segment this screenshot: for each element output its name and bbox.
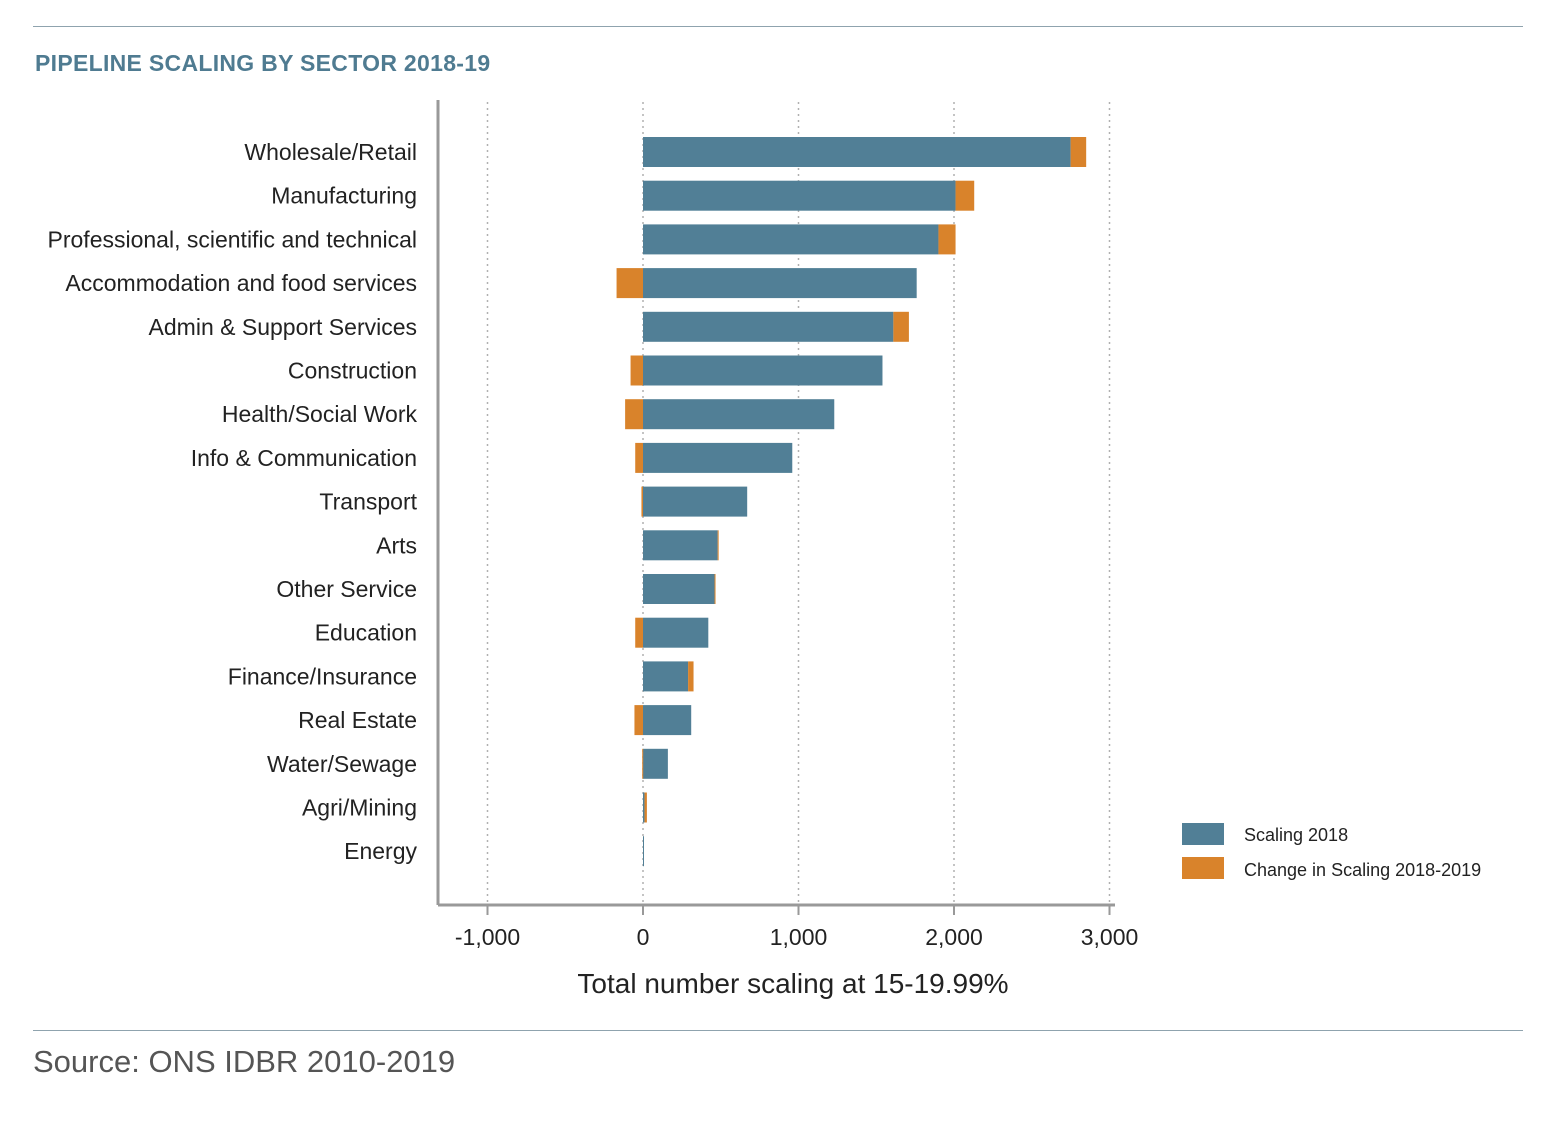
- bars: [616, 137, 1087, 867]
- bar-change: [938, 224, 956, 255]
- bar-change: [644, 792, 647, 823]
- category-label: Finance/Insurance: [228, 663, 417, 689]
- bottom-rule: [33, 1030, 1523, 1031]
- grid-lines: [486, 102, 1111, 903]
- bar-scaling-2018: [643, 530, 718, 561]
- x-axis-ticks: -1,000 0 1,000 2,000 3,000: [455, 905, 1138, 950]
- bar-change: [641, 486, 643, 517]
- legend-swatch-scaling-2018: [1182, 823, 1224, 845]
- bar-scaling-2018: [643, 268, 917, 299]
- legend: Scaling 2018 Change in Scaling 2018-2019: [1182, 823, 1481, 880]
- category-label: Education: [315, 620, 417, 646]
- category-label: Water/Sewage: [267, 751, 417, 777]
- x-tick-label: 2,000: [925, 924, 983, 950]
- bar-scaling-2018: [643, 399, 835, 430]
- bar-scaling-2018: [643, 180, 956, 211]
- bar-scaling-2018: [643, 748, 668, 779]
- bar-scaling-2018: [643, 705, 692, 736]
- bar-scaling-2018: [643, 224, 939, 255]
- bar-scaling-2018: [643, 661, 689, 692]
- x-tick-label: 0: [637, 924, 650, 950]
- category-label: Info & Communication: [191, 445, 417, 471]
- bar-change: [616, 268, 643, 299]
- legend-label-scaling-2018: Scaling 2018: [1244, 825, 1348, 845]
- bar-chart: Wholesale/Retail Manufacturing Professiona…: [48, 100, 1481, 999]
- bar-scaling-2018: [643, 486, 748, 517]
- chart-title: PIPELINE SCALING BY SECTOR 2018-19: [35, 50, 491, 76]
- bar-change: [688, 661, 694, 692]
- bar-scaling-2018: [643, 311, 894, 342]
- category-label: Accommodation and food services: [65, 270, 417, 296]
- legend-swatch-change: [1182, 857, 1224, 879]
- bar-change: [630, 355, 643, 386]
- bar-change: [635, 617, 643, 648]
- x-tick-label: -1,000: [455, 924, 520, 950]
- category-label: Admin & Support Services: [149, 314, 417, 340]
- legend-label-change: Change in Scaling 2018-2019: [1244, 860, 1481, 880]
- category-label: Transport: [319, 489, 417, 515]
- category-labels: Wholesale/Retail Manufacturing Professiona…: [48, 139, 418, 864]
- category-label: Other Service: [276, 576, 417, 602]
- bar-scaling-2018: [643, 836, 644, 867]
- x-tick-label: 3,000: [1081, 924, 1139, 950]
- bar-scaling-2018: [643, 137, 1071, 167]
- bar-change: [635, 442, 643, 473]
- bar-scaling-2018: [643, 355, 883, 386]
- category-label: Arts: [376, 532, 417, 558]
- bar-change: [625, 399, 643, 430]
- bar-scaling-2018: [643, 442, 793, 473]
- bar-scaling-2018: [643, 792, 645, 823]
- bar-change: [893, 311, 909, 342]
- bar-scaling-2018: [643, 617, 709, 648]
- bar-change: [714, 574, 716, 604]
- x-tick-label: 1,000: [770, 924, 828, 950]
- category-label: Agri/Mining: [302, 795, 417, 821]
- source-note: Source: ONS IDBR 2010-2019: [33, 1044, 456, 1079]
- category-label: Construction: [288, 358, 417, 384]
- bar-change: [634, 705, 643, 736]
- bar-change: [955, 180, 975, 211]
- category-label: Real Estate: [298, 707, 417, 733]
- x-axis-title: Total number scaling at 15-19.99%: [577, 968, 1008, 999]
- bar-change: [717, 530, 719, 561]
- top-rule: [33, 26, 1523, 27]
- bar-change: [1070, 137, 1087, 167]
- category-label: Professional, scientific and technical: [48, 226, 417, 252]
- bar-scaling-2018: [643, 574, 715, 604]
- bar-change: [642, 748, 644, 779]
- category-label: Energy: [344, 838, 417, 864]
- category-label: Wholesale/Retail: [244, 139, 417, 165]
- category-label: Manufacturing: [271, 183, 417, 209]
- category-label: Health/Social Work: [222, 401, 418, 427]
